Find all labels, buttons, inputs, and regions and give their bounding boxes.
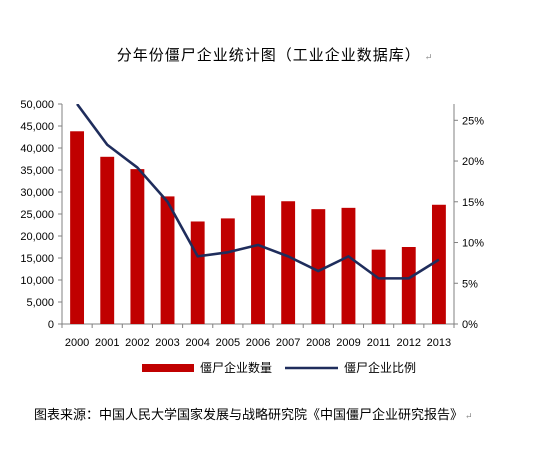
x-tick-label: 2013 [427, 337, 451, 349]
y-left-tick-label: 15,000 [20, 253, 54, 265]
title-return-mark: ↵ [424, 53, 434, 63]
bar [341, 207, 356, 324]
x-tick-label: 2005 [216, 337, 240, 349]
y-left-tick-label: 40,000 [20, 143, 54, 155]
y-right-tick-label: 0% [462, 319, 478, 331]
bar [401, 247, 416, 324]
legend-label-bar: 僵尸企业数量 [200, 360, 272, 375]
bar [251, 195, 265, 324]
x-tick-label: 2004 [185, 337, 209, 349]
bar [281, 201, 296, 324]
chart-caption: 图表来源：中国人民大学国家发展与战略研究院《中国僵尸企业研究报告》 ↵ [34, 404, 473, 423]
y-left-tick-label: 50,000 [20, 99, 54, 111]
x-tick-label: 2012 [397, 337, 421, 349]
y-left-tick-label: 5,000 [26, 297, 54, 309]
x-tick-label: 2009 [336, 337, 360, 349]
y-left-tick-label: 20,000 [20, 231, 54, 243]
chart-title: 分年份僵尸企业统计图（工业企业数据库） ↵ [0, 44, 550, 65]
y-left-tick-label: 45,000 [20, 121, 54, 133]
bar [70, 131, 85, 324]
chart-title-text: 分年份僵尸企业统计图（工业企业数据库） [116, 46, 421, 64]
bar [371, 249, 386, 324]
y-left-tick-label: 10,000 [20, 275, 54, 287]
x-tick-label: 2003 [155, 337, 179, 349]
y-right-tick-label: 15% [462, 197, 484, 209]
x-tick-label: 2011 [367, 337, 391, 349]
y-left-tick-label: 30,000 [20, 187, 54, 199]
caption-return-mark: ↵ [465, 412, 473, 422]
x-tick-label: 2000 [65, 337, 89, 349]
bar [130, 169, 145, 324]
x-tick-label: 2008 [306, 337, 330, 349]
bar [311, 209, 326, 324]
x-tick-label: 2002 [125, 337, 149, 349]
x-tick-label: 2001 [95, 337, 119, 349]
y-left-tick-label: 25,000 [20, 209, 54, 221]
caption-text: 图表来源：中国人民大学国家发展与战略研究院《中国僵尸企业研究报告》 [34, 408, 464, 423]
legend-label-line: 僵尸企业比例 [344, 360, 416, 375]
y-right-tick-label: 20% [462, 156, 484, 168]
bar [190, 221, 205, 324]
bar [431, 204, 446, 324]
bar [220, 218, 235, 324]
bar [100, 156, 115, 324]
legend-swatch-bar [142, 364, 194, 372]
line-series [76, 104, 440, 280]
x-tick-label: 2007 [276, 337, 300, 349]
y-left-tick-label: 35,000 [20, 165, 54, 177]
y-left-tick-label: 0 [48, 319, 54, 331]
y-right-tick-label: 25% [462, 115, 484, 127]
bar [160, 196, 175, 324]
x-tick-label: 2006 [246, 337, 270, 349]
y-right-tick-label: 5% [462, 278, 478, 290]
y-right-tick-label: 10% [462, 238, 484, 250]
